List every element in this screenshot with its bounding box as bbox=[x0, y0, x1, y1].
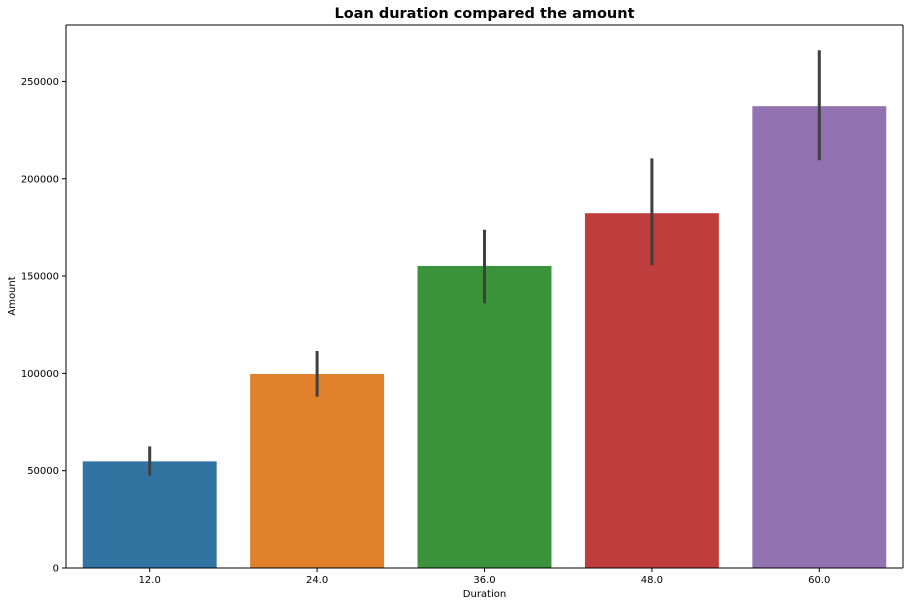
y-tick-label: 50000 bbox=[27, 466, 59, 477]
x-tick-label: 24.0 bbox=[306, 575, 328, 586]
y-tick-label: 250000 bbox=[21, 77, 59, 88]
bars-group bbox=[82, 106, 887, 568]
y-tick-label: 200000 bbox=[21, 174, 59, 185]
bar-36.0 bbox=[417, 265, 552, 568]
x-tick-label: 36.0 bbox=[473, 575, 495, 586]
error-bars-group bbox=[148, 50, 821, 476]
bar-60.0 bbox=[752, 106, 887, 568]
bar-24.0 bbox=[250, 373, 385, 568]
plot-area bbox=[66, 24, 904, 568]
y-axis: 0 50000 100000 150000 200000 250000 bbox=[21, 25, 67, 575]
bar-48.0 bbox=[584, 213, 719, 568]
y-tick-label: 0 bbox=[53, 564, 59, 575]
chart-title: Loan duration compared the amount bbox=[334, 6, 634, 22]
y-tick-label: 150000 bbox=[21, 272, 59, 283]
bar-12.0 bbox=[82, 461, 217, 568]
x-axis-label: Duration bbox=[463, 589, 506, 600]
y-axis-label: Amount bbox=[7, 276, 18, 315]
y-tick-label: 100000 bbox=[21, 369, 59, 380]
x-tick-label: 12.0 bbox=[139, 575, 161, 586]
x-tick-label: 60.0 bbox=[808, 575, 830, 586]
x-tick-label: 48.0 bbox=[641, 575, 663, 586]
x-axis: 12.0 24.0 36.0 48.0 60.0 bbox=[66, 567, 903, 586]
